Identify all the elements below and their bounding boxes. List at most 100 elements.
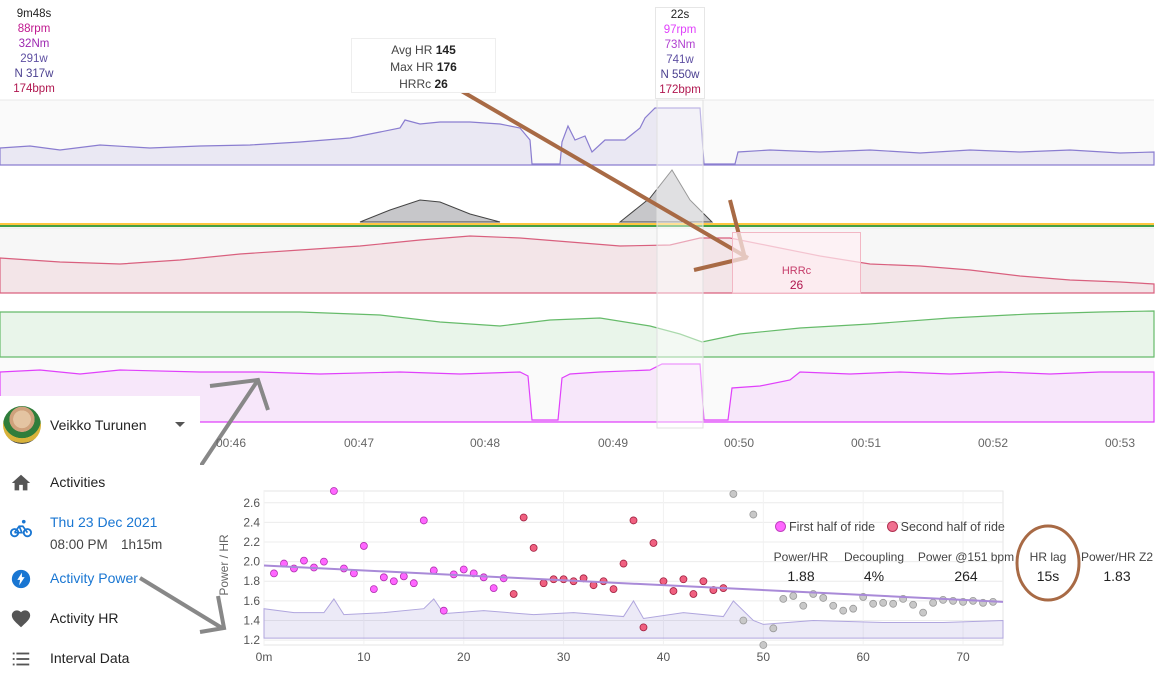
excluded-point xyxy=(749,510,758,519)
heart-icon xyxy=(11,610,31,628)
annotation-arrow xyxy=(138,576,224,630)
hrrc-box-label: HRRc xyxy=(781,265,812,277)
metric-label: Power/HR xyxy=(773,550,829,564)
sidebar-item-interval-data[interactable]: Interval Data xyxy=(0,642,200,676)
excluded-point xyxy=(879,598,888,607)
metric-value: 15s xyxy=(1036,568,1060,584)
legend-swatch xyxy=(886,521,898,532)
second-half-point xyxy=(509,590,518,598)
time-tick: 00:53 xyxy=(1105,436,1136,450)
excluded-point xyxy=(849,604,858,613)
second-half-point xyxy=(539,579,548,588)
power-hr-band xyxy=(263,598,1004,639)
first-half-point xyxy=(399,572,408,581)
excluded-point xyxy=(909,600,918,609)
activity-duration: 1h15m xyxy=(121,537,163,552)
cadence-series xyxy=(0,363,1155,423)
power-value: 291w xyxy=(20,53,48,65)
first-half-point xyxy=(459,565,468,574)
hr-tooltip: Avg HR 145 Max HR 176 HRRc 26 xyxy=(351,38,496,93)
first-half-point xyxy=(389,577,398,586)
annotation-arrow xyxy=(198,378,260,465)
x-tick-label: 50 xyxy=(757,650,771,664)
metric-label: Power @151 bpm xyxy=(917,550,1015,564)
torque-value: 73Nm xyxy=(664,39,696,51)
sidebar-item-activities[interactable]: Activities xyxy=(0,466,200,500)
excluded-point xyxy=(929,598,937,607)
power-band xyxy=(0,100,1154,165)
timeline-charts xyxy=(0,80,1155,465)
y-tick-label: 1.6 xyxy=(243,594,260,608)
power-hr-scatter-chart: 1.2 1.4 1.6 1.8 2.0 2.2 2.4 2.6 0m 10 20 30 40 50 60 70… xyxy=(217,487,1004,664)
time-tick: 00:52 xyxy=(978,436,1009,450)
x-tick-label: 0m xyxy=(256,650,273,664)
x-tick-label: 30 xyxy=(557,650,571,664)
y-tick-label: 2.6 xyxy=(243,496,260,510)
y-axis-label: Power / HR xyxy=(217,534,231,596)
wbal-band xyxy=(0,293,1154,357)
hr-series xyxy=(0,235,1155,294)
second-half-point xyxy=(609,585,618,593)
first-half-point xyxy=(379,573,388,582)
excluded-point xyxy=(889,599,898,608)
activity-date: Thu 23 Dec 2021 xyxy=(50,514,158,530)
first-half-point xyxy=(359,542,368,550)
excluded-point xyxy=(799,601,808,610)
zones-band xyxy=(0,165,1154,228)
excluded-point xyxy=(829,601,838,610)
user-menu[interactable]: Veikko Turunen xyxy=(0,396,200,454)
time-tick: 00:46 xyxy=(216,436,247,450)
second-half-point xyxy=(689,590,698,598)
metric-decoupling: Decoupling 4% xyxy=(840,550,908,584)
hrrc-box: HRRc 26 xyxy=(732,232,861,294)
metric-hr-lag: HR lag 15s xyxy=(1025,550,1071,584)
home-icon xyxy=(11,474,31,491)
hr-zone-peak-1 xyxy=(359,199,501,223)
y-tick-label: 1.8 xyxy=(243,574,260,588)
time-tick: 00:51 xyxy=(851,436,882,450)
annotation-arrowhead xyxy=(209,377,270,411)
activity-start-time: 08:00 PM xyxy=(50,537,108,552)
first-half-point xyxy=(439,606,448,615)
chevron-down-icon[interactable] xyxy=(175,422,185,427)
first-half-point xyxy=(489,584,498,593)
second-half-point xyxy=(519,513,528,522)
max-hr-value: 176 xyxy=(436,60,457,74)
first-half-point xyxy=(300,556,308,565)
legend-item-first-half[interactable]: First half of ride xyxy=(775,520,875,534)
legend-swatch xyxy=(775,521,786,532)
sidebar-annotations xyxy=(138,377,270,634)
sidebar-item-label: Activities xyxy=(50,474,106,490)
hrrc-value: 26 xyxy=(434,77,448,91)
metric-value: 4% xyxy=(863,568,885,584)
legend-item-second-half[interactable]: Second half of ride xyxy=(886,520,1005,534)
y-tick-label: 1.2 xyxy=(243,633,260,647)
power-series xyxy=(0,107,1155,166)
y-tick-label: 2.4 xyxy=(243,515,260,529)
bike-icon xyxy=(10,519,32,538)
second-half-point xyxy=(629,516,638,525)
avatar xyxy=(3,406,41,444)
sidebar-item-activity-power[interactable]: Activity Power xyxy=(0,562,200,596)
sidebar-item-activity-hr[interactable]: Activity HR xyxy=(0,602,200,636)
hrrc-box-value: 26 xyxy=(789,278,804,292)
first-half-point xyxy=(270,569,278,578)
metric-label: Power/HR Z2 xyxy=(1080,550,1154,564)
metric-label: Decoupling xyxy=(843,550,905,564)
hr-value: 174bpm xyxy=(13,83,55,95)
x-tick-label: 60 xyxy=(857,650,871,664)
power-value: 741w xyxy=(666,54,694,66)
sidebar-item-label: Interval Data xyxy=(50,650,130,666)
hr-value: 172bpm xyxy=(659,84,701,96)
selection-highlight[interactable] xyxy=(656,99,704,429)
second-half-point xyxy=(659,577,668,586)
max-hr-label: Max HR xyxy=(390,60,434,74)
sidebar-item-activity[interactable]: Thu 23 Dec 2021 08:00 PM 1h15m xyxy=(0,506,200,556)
metric-value: 1.83 xyxy=(1103,568,1131,584)
first-half-point xyxy=(330,487,338,495)
legend-label: Second half of ride xyxy=(900,520,1005,534)
norm-power-value: N 317w xyxy=(14,68,54,80)
hr-band xyxy=(0,228,1154,293)
second-half-point xyxy=(699,577,708,586)
sidebar-item-label: Activity HR xyxy=(50,610,119,626)
